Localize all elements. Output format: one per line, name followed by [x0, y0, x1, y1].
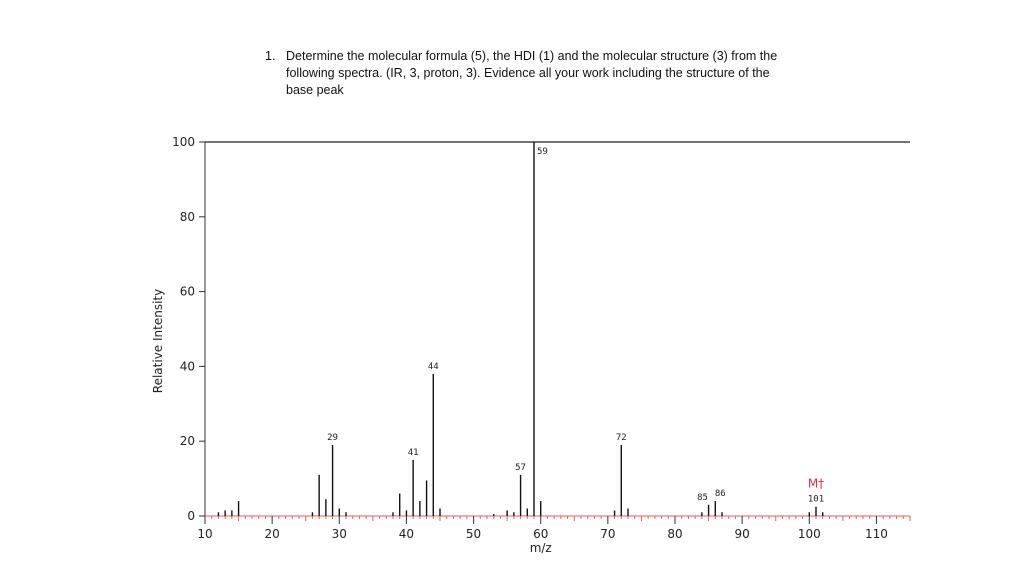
peak-label-101: 101 — [808, 495, 824, 505]
x-tick-label: 40 — [399, 527, 414, 541]
x-tick-label: 10 — [197, 527, 212, 541]
x-axis-label: m/z — [530, 541, 552, 555]
peak-label-59: 59 — [537, 147, 548, 157]
peak-label-85: 85 — [697, 493, 708, 503]
y-tick-label: 40 — [180, 359, 195, 373]
x-tick-label: 90 — [735, 527, 750, 541]
peak-label-44: 44 — [428, 362, 439, 372]
y-tick-label: 60 — [180, 285, 195, 299]
chart-axes: 0 20 40 60 80 100 10 20 30 40 50 60 70 80 90 100 110 — [172, 135, 911, 541]
question-number: 1. — [265, 49, 276, 63]
question-line-3: base peak — [286, 83, 344, 97]
y-axis-label: Relative Intensity — [151, 289, 165, 393]
x-tick-label: 30 — [332, 527, 347, 541]
peak-label-57: 57 — [515, 463, 526, 473]
y-tick-label: 20 — [180, 434, 195, 448]
chart-peaks — [217, 142, 824, 516]
y-tick-label: 0 — [187, 509, 195, 523]
molecular-ion-label: M† — [808, 477, 824, 491]
x-tick-label: 110 — [865, 527, 888, 541]
peak-label-29: 29 — [327, 433, 338, 443]
peak-label-72: 72 — [616, 433, 627, 443]
x-tick-label: 20 — [265, 527, 280, 541]
peak-label-86: 86 — [715, 489, 726, 499]
x-tick-label: 80 — [667, 527, 682, 541]
x-tick-label: 50 — [466, 527, 481, 541]
peak-label-41: 41 — [408, 448, 419, 458]
chart-peak-labels: 29 41 44 57 59 72 85 86 101 M† — [327, 147, 824, 505]
y-tick-label: 80 — [180, 210, 195, 224]
question-line-1: Determine the molecular formula (5), the… — [286, 49, 778, 63]
y-tick-label: 100 — [172, 135, 195, 149]
question-lines: Determine the molecular formula (5), the… — [286, 48, 826, 99]
x-tick-label: 60 — [533, 527, 548, 541]
question-line-2: following spectra. (IR, 3, proton, 3). E… — [286, 66, 770, 80]
x-tick-label: 70 — [600, 527, 615, 541]
x-tick-label: 100 — [798, 527, 821, 541]
